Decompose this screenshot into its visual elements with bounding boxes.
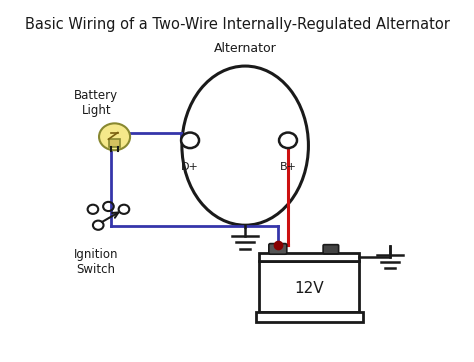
Text: Battery
Light: Battery Light [74,89,118,117]
Text: Basic Wiring of a Two-Wire Internally-Regulated Alternator: Basic Wiring of a Two-Wire Internally-Re… [25,17,449,31]
Text: D+: D+ [181,161,199,172]
Bar [109,139,120,147]
Text: Alternator: Alternator [214,42,276,55]
Bar [259,261,359,312]
FancyBboxPatch shape [269,244,287,254]
Circle shape [99,123,130,150]
Text: 12V: 12V [294,281,324,296]
Text: Ignition
Switch: Ignition Switch [74,248,118,276]
Circle shape [181,132,199,148]
FancyBboxPatch shape [323,245,338,254]
Text: B+: B+ [280,161,297,172]
Bar [256,312,363,323]
Text: -: - [328,242,333,252]
Circle shape [279,132,297,148]
Text: +: + [273,241,282,251]
Bar [259,253,359,261]
